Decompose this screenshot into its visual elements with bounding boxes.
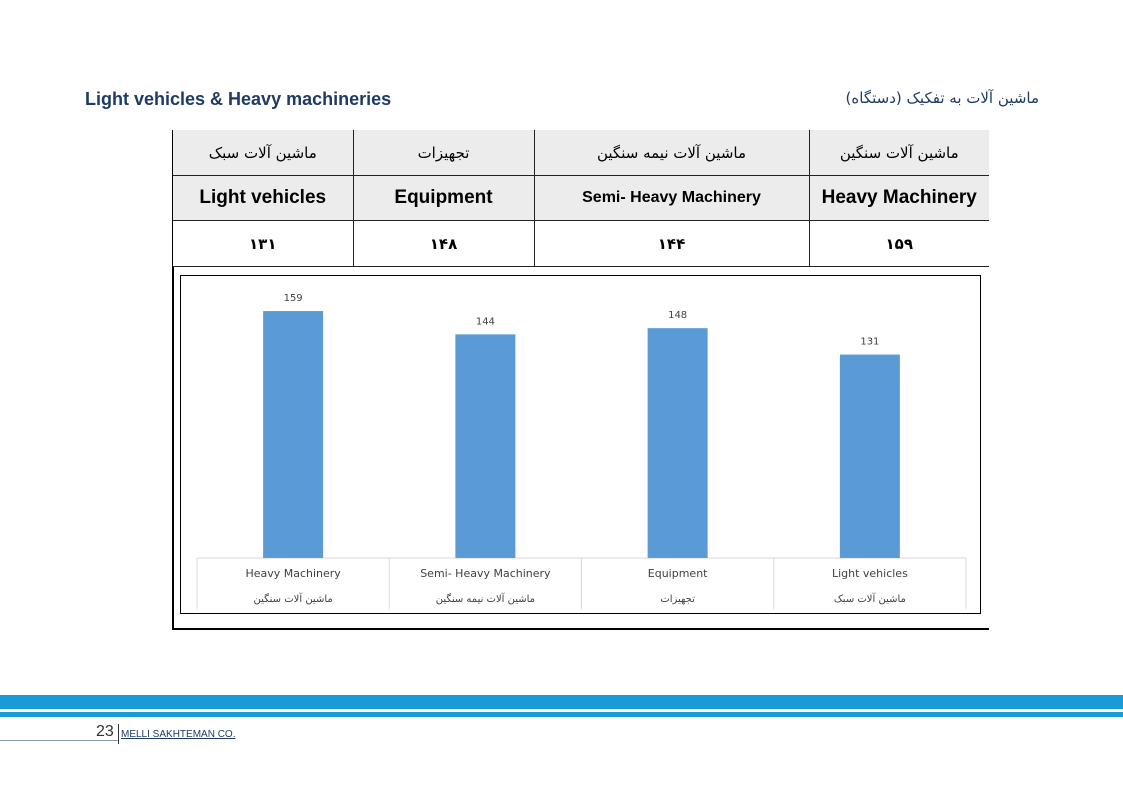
table-row-values: ۱۳۱ ۱۴۸ ۱۴۴ ۱۵۹ (173, 220, 989, 267)
category-label: Heavy Machinery (245, 567, 341, 580)
footer-band-bottom (0, 712, 1123, 717)
cell-fa-light: ماشین آلات سبک (173, 130, 354, 176)
page-number: 23 (96, 723, 114, 740)
category-label: Equipment (648, 567, 708, 580)
bar (647, 328, 708, 558)
cell-en-heavy: Heavy Machinery (808, 175, 989, 221)
bar (839, 354, 900, 558)
table-row-en: Light vehicles Equipment Semi- Heavy Mac… (173, 175, 989, 221)
page-title-fa: ماشین آلات به تفکیک (دستگاه) (845, 89, 1039, 107)
company-name: MELLI SAKHTEMAN CO. (121, 729, 236, 740)
bar (263, 311, 324, 558)
table-row-fa: ماشین آلات سبک تجهیزات ماشین آلات نیمه س… (173, 130, 989, 176)
cell-value-semi-heavy: ۱۴۴ (533, 220, 810, 267)
cell-en-light: Light vehicles (173, 175, 354, 221)
category-label: Light vehicles (832, 567, 908, 580)
bar-chart: 159 Heavy Machinery ماشین آلات سنگین 144 Sem… (180, 275, 981, 614)
cell-en-equipment: Equipment (352, 175, 535, 221)
page-title-en: Light vehicles & Heavy machineries (85, 89, 392, 109)
data-label: 131 (860, 337, 879, 348)
bar (455, 334, 516, 558)
data-label: 159 (284, 293, 303, 304)
category-label-fa: تجهیزات (660, 594, 695, 605)
data-label: 144 (476, 316, 495, 327)
category-label-fa: ماشین آلات سنگین (254, 592, 333, 605)
cell-fa-semi-heavy: ماشین آلات نیمه سنگین (533, 130, 810, 176)
cell-value-light: ۱۳۱ (173, 220, 354, 267)
cell-value-equipment: ۱۴۸ (352, 220, 535, 267)
cell-fa-equipment: تجهیزات (352, 130, 535, 176)
cell-en-semi-heavy: Semi- Heavy Machinery (533, 175, 810, 221)
cell-value-heavy: ۱۵۹ (808, 220, 989, 267)
footer-rule (0, 740, 118, 741)
footer-band-top (0, 695, 1123, 709)
footer-separator (118, 724, 119, 744)
category-label-fa: ماشین آلات سبک (834, 592, 906, 605)
category-label: Semi- Heavy Machinery (420, 567, 551, 580)
bar-chart-svg: 159 Heavy Machinery ماشین آلات سنگین 144 Sem… (196, 293, 967, 609)
data-table: ماشین آلات سبک تجهیزات ماشین آلات نیمه س… (173, 130, 989, 267)
category-label-fa: ماشین آلات نیمه سنگین (436, 592, 535, 605)
data-label: 148 (668, 310, 687, 321)
content-frame (172, 130, 989, 630)
cell-fa-heavy: ماشین آلات سنگین (808, 130, 989, 176)
